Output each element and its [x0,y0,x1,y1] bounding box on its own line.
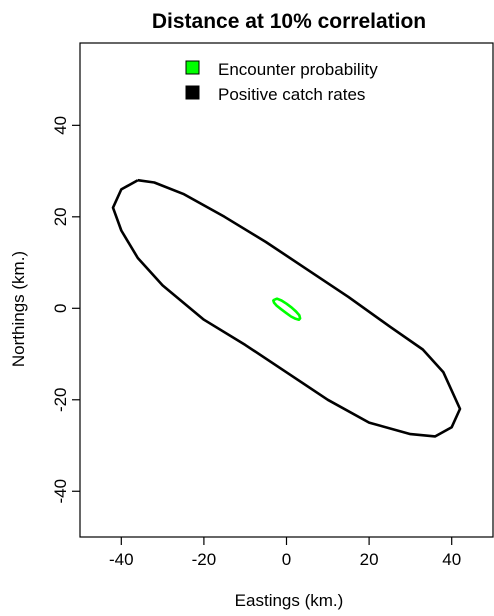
x-tick-label: 40 [442,550,461,569]
tick-group: -40 -20 0 20 40 -40 -20 0 20 40 [51,116,461,569]
y-tick-label: -40 [51,479,70,504]
series-positive-catch-rates-ellipse [111,178,462,438]
x-tick-label: -40 [109,550,134,569]
y-tick-label: -20 [51,387,70,412]
chart-title: Distance at 10% correlation [152,10,426,33]
legend: Encounter probability Positive catch rat… [185,60,378,104]
x-tick-label: 20 [360,550,379,569]
y-tick-label: 40 [51,116,70,135]
y-tick-label: 0 [51,304,70,313]
legend-swatch-positive-catch-rates [185,85,200,100]
plot-frame [79,42,494,538]
legend-label-positive-catch-rates: Positive catch rates [218,85,365,104]
series-encounter-probability-ellipse [271,297,302,322]
x-axis-label: Eastings (km.) [235,591,344,610]
x-tick-label: 0 [282,550,291,569]
x-tick-label: -20 [192,550,217,569]
y-tick-label: 20 [51,207,70,226]
legend-label-encounter-probability: Encounter probability [218,60,378,79]
y-axis-label: Northings (km.) [9,251,28,367]
legend-swatch-encounter-probability [185,60,200,75]
series-group [111,178,462,438]
